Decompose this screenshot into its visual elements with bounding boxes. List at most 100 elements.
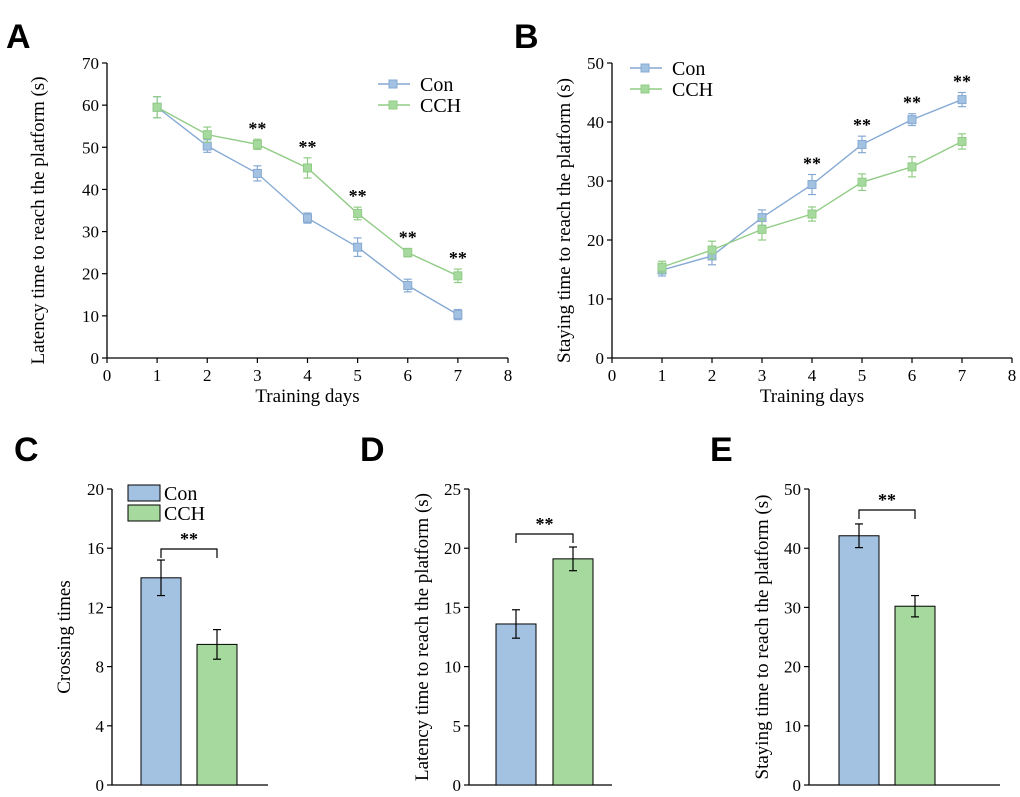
y-tick-label-E: 10: [784, 717, 801, 736]
panel-letter-B: B: [514, 18, 539, 56]
legend-swatch-cch-C: [127, 504, 161, 522]
x-tick-label-B: 8: [1008, 366, 1017, 385]
legend-marker-cch-B: [640, 84, 650, 94]
y-tick-label-C: 20: [87, 480, 104, 499]
data-point-cch-A: [303, 163, 312, 173]
data-point-cch-A: [152, 102, 162, 112]
data-point-cch-A: [353, 208, 363, 218]
panel-letter-C: C: [14, 431, 39, 469]
significance-mark-A: **: [349, 186, 367, 206]
y-tick-label-A: 20: [82, 265, 99, 284]
legend-marker-cch-A: [388, 100, 398, 110]
x-tick-label-A: 7: [454, 366, 463, 385]
y-tick-label-A: 10: [82, 307, 99, 326]
data-point-cch-A: [202, 130, 212, 140]
significance-mark-C: **: [180, 529, 198, 549]
x-tick-label-B: 6: [908, 366, 917, 385]
y-tick-label-A: 30: [82, 223, 99, 242]
data-point-con-B: [857, 139, 867, 149]
y-tick-label-C: 0: [96, 776, 105, 795]
x-tick-label-B: 0: [608, 366, 617, 385]
x-tick-label-B: 2: [708, 366, 717, 385]
y-tick-label-B: 40: [587, 113, 604, 132]
bar-con-D: [495, 623, 537, 786]
bar-cch-C: [196, 643, 238, 786]
y-tick-label-E: 0: [793, 776, 802, 795]
y-tick-label-E: 30: [784, 598, 801, 617]
data-point-cch-A: [453, 271, 463, 281]
x-tick-label-A: 1: [153, 366, 162, 385]
significance-mark-A: **: [399, 227, 417, 247]
data-point-cch-A: [252, 139, 262, 149]
data-point-con-A: [303, 213, 312, 223]
y-tick-label-C: 4: [96, 717, 105, 736]
y-tick-label-D: 20: [444, 539, 461, 558]
panel-letter-E: E: [710, 431, 733, 469]
series-line-cch-A: [156, 106, 459, 277]
data-point-cch-B: [807, 209, 817, 219]
y-tick-label-D: 0: [453, 776, 462, 795]
legend-label-con-A: Con: [420, 74, 453, 96]
data-point-cch-A: [403, 248, 413, 258]
y-tick-label-D: 5: [453, 717, 462, 736]
significance-bracket-C: [160, 548, 218, 558]
data-point-cch-B: [907, 162, 917, 172]
y-tick-label-E: 50: [784, 480, 801, 499]
legend-label-cch-A: CCH: [420, 95, 461, 117]
significance-bracket-D: [515, 533, 574, 543]
y-tick-label-A: 60: [82, 96, 99, 115]
data-point-con-A: [453, 310, 463, 320]
significance-mark-A: **: [248, 118, 266, 138]
data-point-con-A: [403, 281, 413, 291]
y-tick-label-B: 50: [587, 54, 604, 73]
panel-letter-A: A: [6, 18, 31, 56]
legend-label-con-B: Con: [672, 58, 705, 80]
y-tick-label-D: 10: [444, 658, 461, 677]
data-point-con-A: [252, 168, 262, 178]
y-tick-label-C: 8: [96, 658, 105, 677]
x-tick-label-A: 5: [353, 366, 362, 385]
significance-mark-B: **: [853, 115, 871, 135]
y-axis-label-D: Latency time to reach the platform (s): [412, 493, 433, 781]
legend-label-cch-C: CCH: [164, 503, 205, 525]
y-axis-label-E: Staying time to reach the platform (s): [752, 495, 773, 780]
data-point-con-B: [907, 115, 917, 125]
significance-mark-B: **: [903, 93, 921, 113]
significance-mark-A: **: [299, 137, 317, 157]
y-tick-label-E: 20: [784, 658, 801, 677]
y-tick-label-B: 0: [596, 349, 605, 368]
x-tick-label-A: 6: [404, 366, 413, 385]
x-tick-label-B: 1: [658, 366, 667, 385]
y-tick-label-B: 30: [587, 172, 604, 191]
significance-mark-B: **: [953, 72, 971, 92]
data-point-cch-B: [757, 224, 767, 234]
x-axis-label-A: Training days: [255, 386, 359, 407]
x-tick-label-A: 3: [253, 366, 262, 385]
y-tick-label-E: 40: [784, 539, 801, 558]
legend-marker-con-B: [640, 63, 650, 73]
x-tick-label-B: 4: [808, 366, 817, 385]
y-axis-label-C: Crossing times: [54, 580, 75, 693]
bar-cch-E: [894, 605, 936, 786]
legend-marker-con-A: [388, 79, 398, 89]
bar-con-E: [838, 535, 880, 786]
x-tick-label-A: 2: [203, 366, 212, 385]
y-tick-label-C: 16: [87, 539, 104, 558]
significance-mark-D: **: [536, 514, 554, 534]
data-point-cch-B: [657, 262, 667, 272]
significance-bracket-E: [858, 509, 916, 519]
x-tick-label-A: 8: [504, 366, 513, 385]
y-axis-label-B: Staying time to reach the platform (s): [554, 78, 575, 363]
x-tick-label-B: 3: [758, 366, 767, 385]
legend-label-cch-B: CCH: [672, 79, 713, 101]
legend-label-con-C: Con: [164, 483, 197, 505]
data-point-con-B: [807, 180, 817, 190]
y-tick-label-B: 20: [587, 231, 604, 250]
x-tick-label-B: 7: [958, 366, 967, 385]
data-point-con-A: [353, 242, 363, 252]
data-point-con-A: [202, 141, 212, 151]
y-tick-label-D: 15: [444, 598, 461, 617]
x-tick-label-A: 4: [303, 366, 312, 385]
y-tick-label-A: 40: [82, 180, 99, 199]
